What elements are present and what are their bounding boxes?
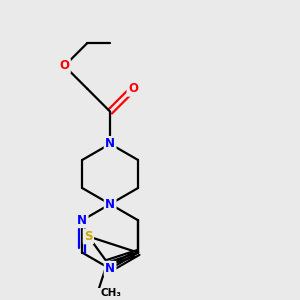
Text: O: O [128, 82, 138, 95]
Text: CH₃: CH₃ [100, 288, 122, 298]
Text: O: O [59, 59, 69, 72]
Text: N: N [77, 214, 87, 227]
Text: N: N [105, 198, 115, 211]
Text: N: N [105, 137, 115, 150]
Text: S: S [84, 230, 93, 243]
Text: N: N [105, 262, 115, 275]
